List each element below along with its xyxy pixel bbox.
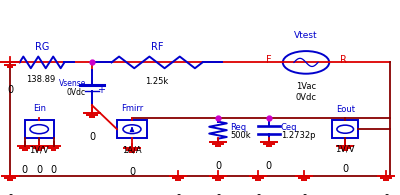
Text: Req: Req xyxy=(230,123,246,132)
Text: 0: 0 xyxy=(50,165,57,175)
Text: R: R xyxy=(340,55,347,66)
Text: RF: RF xyxy=(151,42,163,52)
Text: 0: 0 xyxy=(255,194,261,195)
Text: 1Vac: 1Vac xyxy=(296,82,316,90)
Text: 0: 0 xyxy=(301,194,307,195)
Text: 0: 0 xyxy=(342,164,348,174)
Text: 1V/V: 1V/V xyxy=(29,145,49,154)
Text: 0Vdc: 0Vdc xyxy=(296,93,316,102)
Text: 0: 0 xyxy=(7,85,13,95)
Text: Ein: Ein xyxy=(33,104,46,113)
Text: F: F xyxy=(266,55,272,66)
Text: Fmirr: Fmirr xyxy=(121,104,143,113)
Text: 1A/A: 1A/A xyxy=(122,145,142,154)
Text: 0: 0 xyxy=(383,194,389,195)
Text: Vtest: Vtest xyxy=(294,31,318,40)
Text: 0Vdc: 0Vdc xyxy=(67,88,86,97)
Text: 1.2732p: 1.2732p xyxy=(281,130,315,140)
Text: 1V/V: 1V/V xyxy=(335,145,355,154)
Text: 0: 0 xyxy=(129,167,135,177)
Text: 0: 0 xyxy=(215,194,221,195)
Text: 0: 0 xyxy=(89,131,95,142)
Text: Ceq: Ceq xyxy=(281,123,297,132)
Text: 0: 0 xyxy=(215,161,221,171)
Text: RG: RG xyxy=(35,42,49,52)
Text: 0: 0 xyxy=(22,165,28,175)
Text: 0: 0 xyxy=(36,165,42,175)
Text: Vsense: Vsense xyxy=(59,79,86,88)
Text: −: − xyxy=(97,80,105,90)
Text: Eout: Eout xyxy=(336,105,355,113)
Text: 138.89: 138.89 xyxy=(26,75,55,84)
Text: 0: 0 xyxy=(7,194,13,195)
Text: 1.25k: 1.25k xyxy=(145,77,169,86)
Text: +: + xyxy=(97,85,105,95)
Text: 0: 0 xyxy=(266,161,272,171)
Text: 0: 0 xyxy=(175,194,181,195)
Text: 500k: 500k xyxy=(230,130,251,140)
